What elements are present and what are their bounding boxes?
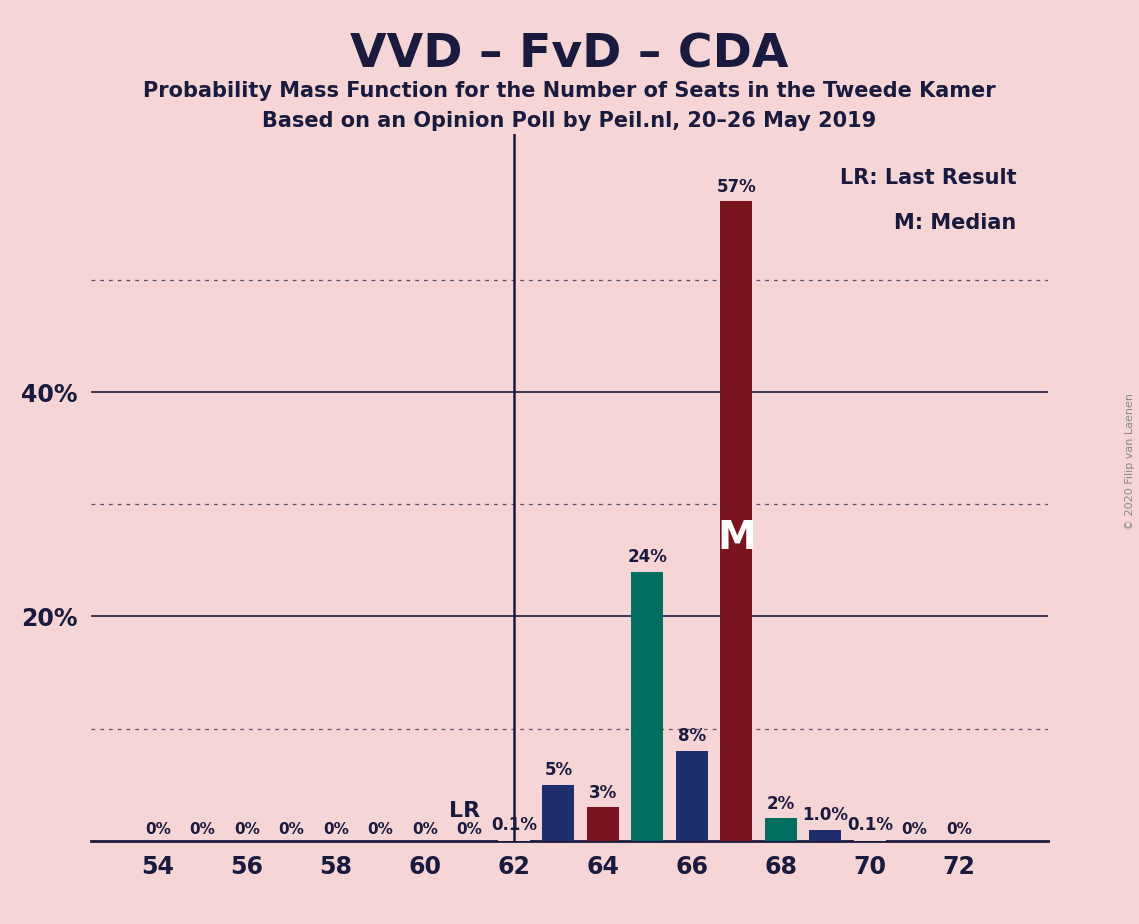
Text: 0.1%: 0.1% — [847, 816, 893, 834]
Text: 0.1%: 0.1% — [491, 816, 536, 834]
Text: 24%: 24% — [628, 548, 667, 565]
Text: 5%: 5% — [544, 761, 573, 779]
Text: 0%: 0% — [189, 822, 215, 837]
Text: 1.0%: 1.0% — [802, 806, 849, 824]
Text: 2%: 2% — [767, 795, 795, 813]
Text: LR: Last Result: LR: Last Result — [841, 167, 1017, 188]
Text: 0%: 0% — [233, 822, 260, 837]
Bar — [765, 819, 797, 841]
Text: 0%: 0% — [457, 822, 482, 837]
Text: © 2020 Filip van Laenen: © 2020 Filip van Laenen — [1125, 394, 1134, 530]
Text: 8%: 8% — [678, 727, 706, 746]
Bar — [810, 830, 842, 841]
Text: Probability Mass Function for the Number of Seats in the Tweede Kamer: Probability Mass Function for the Number… — [144, 81, 995, 102]
Text: 3%: 3% — [589, 784, 617, 802]
Text: 0%: 0% — [412, 822, 437, 837]
Text: 0%: 0% — [368, 822, 393, 837]
Text: Based on an Opinion Poll by Peil.nl, 20–26 May 2019: Based on an Opinion Poll by Peil.nl, 20–… — [262, 111, 877, 131]
Text: M: M — [718, 519, 756, 557]
Bar — [854, 840, 886, 841]
Text: M: Median: M: Median — [894, 213, 1017, 233]
Bar — [720, 201, 753, 841]
Text: 0%: 0% — [901, 822, 927, 837]
Bar — [587, 808, 618, 841]
Bar — [631, 572, 663, 841]
Text: 57%: 57% — [716, 177, 756, 196]
Text: 0%: 0% — [145, 822, 171, 837]
Bar — [675, 751, 708, 841]
Text: 0%: 0% — [947, 822, 972, 837]
Text: 0%: 0% — [278, 822, 304, 837]
Text: LR: LR — [450, 800, 481, 821]
Text: VVD – FvD – CDA: VVD – FvD – CDA — [351, 32, 788, 78]
Bar — [498, 840, 530, 841]
Bar — [542, 784, 574, 841]
Text: 0%: 0% — [323, 822, 349, 837]
